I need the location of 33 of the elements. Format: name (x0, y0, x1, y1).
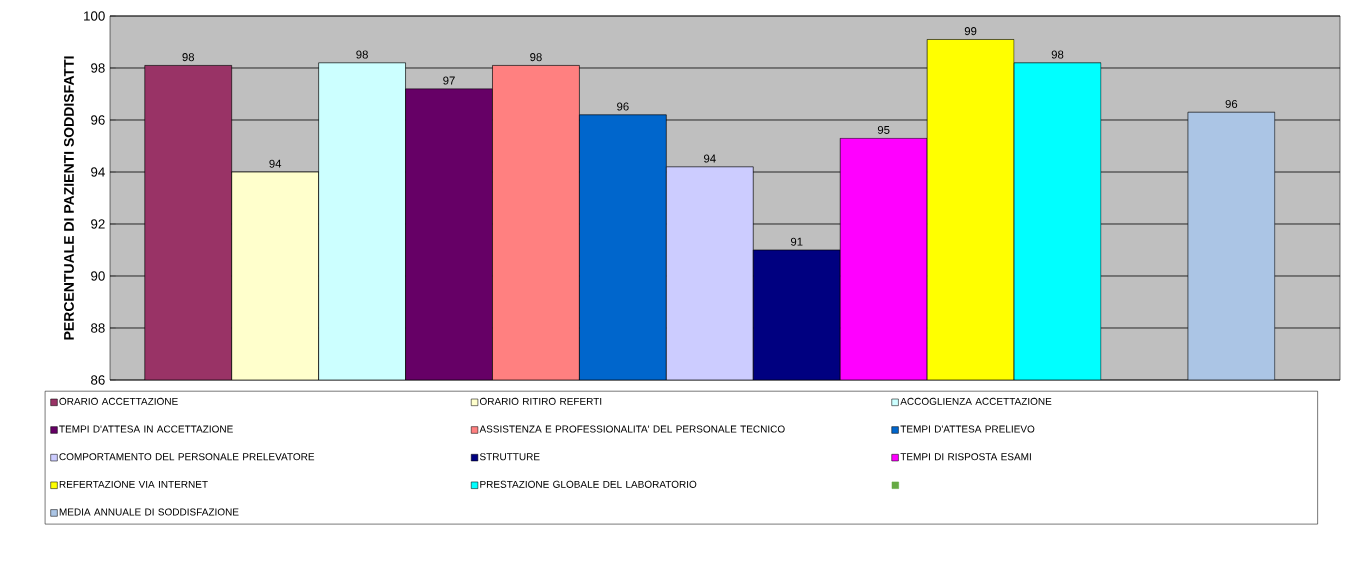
legend-label: ORARIO RITIRO REFERTI (479, 397, 602, 405)
legend-label: ASSISTENZA E PROFESSIONALITA' DEL PERSONALE TECNICO (479, 425, 785, 433)
legend-label: STRUTTURE (479, 453, 540, 461)
legend-label: TEMPI DI RISPOSTA ESAMI (900, 453, 1031, 461)
y-tick-label: 100 (84, 11, 105, 21)
data-label: 91 (790, 237, 803, 246)
data-label: 96 (1225, 99, 1238, 108)
y-tick-label: 96 (91, 115, 105, 125)
data-label: 95 (877, 125, 890, 134)
data-label: 97 (443, 76, 455, 85)
y-tick-label: 94 (91, 167, 105, 177)
legend-label: ACCOGLIENZA ACCETTAZIONE (900, 397, 1052, 405)
legend-label: COMPORTAMENTO DEL PERSONALE PRELEVATORE (59, 453, 315, 461)
data-label: 99 (964, 27, 977, 36)
data-label: 96 (617, 102, 629, 111)
data-label: 94 (704, 154, 716, 163)
data-label: 98 (182, 53, 195, 62)
legend-label: TEMPI D'ATTESA PRELIEVO (900, 425, 1035, 433)
data-label: 98 (1051, 50, 1064, 59)
y-axis-title: PERCENTUALE DI PAZIENTI SODDISFATTI (63, 56, 74, 340)
y-tick-label: 92 (91, 219, 105, 229)
data-label: 98 (530, 53, 542, 62)
data-label: 94 (269, 159, 282, 168)
legend-label: ORARIO ACCETTAZIONE (59, 397, 178, 405)
y-tick-label: 86 (91, 375, 105, 385)
legend-label: PRESTAZIONE GLOBALE DEL LABORATORIO (480, 480, 697, 488)
legend-label: TEMPI D'ATTESA IN ACCETTAZIONE (59, 425, 233, 433)
legend-label: MEDIA ANNUALE DI SODDISFAZIONE (59, 508, 239, 516)
y-tick-label: 88 (91, 323, 105, 333)
y-tick-label: 90 (91, 271, 105, 281)
y-tick-label: 98 (91, 63, 105, 73)
legend-label: REFERTAZIONE VIA INTERNET (59, 480, 208, 488)
data-label: 98 (356, 50, 368, 59)
